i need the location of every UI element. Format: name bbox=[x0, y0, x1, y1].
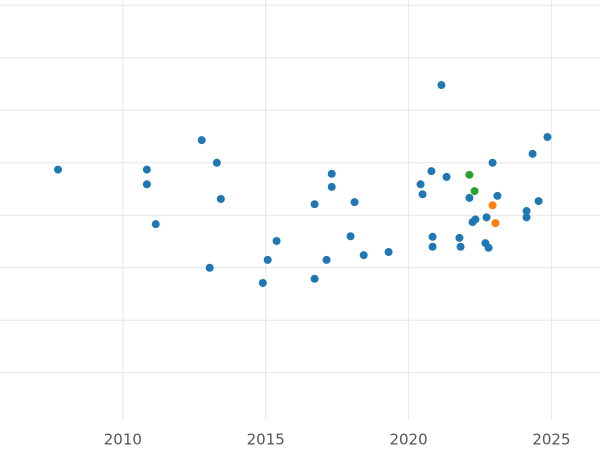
point bbox=[471, 215, 480, 224]
point bbox=[322, 255, 331, 264]
point bbox=[212, 158, 221, 167]
point bbox=[428, 232, 437, 241]
x-tick-label: 2015 bbox=[247, 431, 285, 449]
point bbox=[522, 207, 531, 216]
point bbox=[310, 274, 319, 283]
point bbox=[465, 170, 474, 179]
x-tick-label: 2010 bbox=[104, 431, 142, 449]
point bbox=[488, 158, 497, 167]
point bbox=[488, 201, 497, 210]
point bbox=[142, 180, 151, 189]
point bbox=[142, 165, 151, 174]
point bbox=[416, 180, 425, 189]
point bbox=[151, 220, 160, 229]
point bbox=[455, 233, 464, 242]
point bbox=[528, 149, 537, 158]
point bbox=[428, 242, 437, 251]
point bbox=[258, 278, 267, 287]
point bbox=[384, 248, 393, 256]
point bbox=[327, 182, 336, 191]
point bbox=[346, 232, 355, 241]
point bbox=[491, 219, 500, 228]
point bbox=[437, 81, 446, 90]
point bbox=[310, 200, 319, 209]
point bbox=[272, 236, 281, 245]
point bbox=[442, 172, 451, 181]
point bbox=[493, 191, 502, 200]
point bbox=[54, 165, 62, 174]
x-tick-label: 2020 bbox=[389, 431, 427, 449]
point bbox=[484, 243, 493, 252]
point bbox=[482, 213, 491, 222]
point bbox=[522, 213, 531, 222]
point bbox=[543, 133, 552, 142]
point bbox=[456, 242, 465, 251]
x-tick-label: 2025 bbox=[532, 431, 570, 449]
point bbox=[263, 255, 272, 264]
point bbox=[327, 169, 336, 178]
point bbox=[197, 136, 206, 145]
point bbox=[427, 167, 436, 176]
point bbox=[350, 198, 359, 207]
point bbox=[359, 251, 368, 260]
point bbox=[205, 263, 214, 272]
point bbox=[216, 194, 225, 203]
point bbox=[418, 190, 427, 199]
point bbox=[470, 187, 479, 196]
point bbox=[465, 193, 474, 202]
point bbox=[534, 197, 543, 206]
